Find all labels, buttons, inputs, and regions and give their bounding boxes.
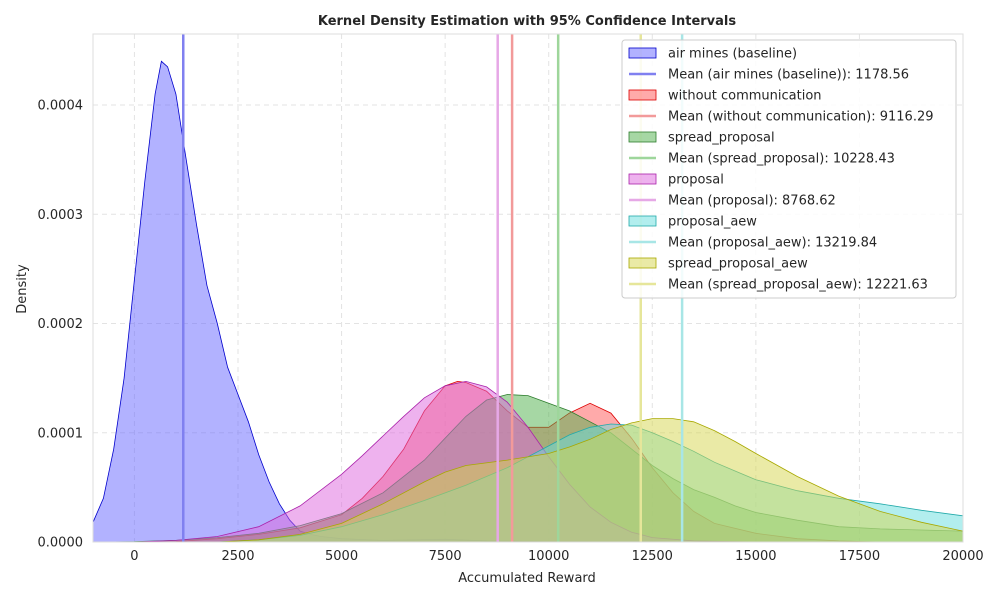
x-tick-label: 2500 xyxy=(221,549,254,564)
legend-patch-1 xyxy=(628,89,657,101)
x-tick-label: 20000 xyxy=(942,549,983,564)
legend-mean-label: Mean (proposal_aew): 13219.84 xyxy=(668,236,877,251)
x-axis-label: Accumulated Reward xyxy=(458,571,596,586)
legend-patch-3 xyxy=(628,173,657,185)
x-tick-label: 5000 xyxy=(325,549,358,564)
legend-mean-label: Mean (air mines (baseline)): 1178.56 xyxy=(668,68,909,83)
x-tick-label: 17500 xyxy=(839,549,880,564)
density-area-0 xyxy=(93,61,963,542)
x-tick-labels: 0 2500 5000 7500 10000 12500 15000 17500 20000 xyxy=(130,549,983,564)
y-tick-label: 0.0002 xyxy=(38,317,84,332)
legend-mean-label: Mean (spread_proposal_aew): 12221.63 xyxy=(668,278,928,293)
density-curve-5 xyxy=(217,418,963,542)
y-tick-label: 0.0004 xyxy=(38,99,84,114)
y-tick-label: 0.0001 xyxy=(38,426,84,441)
legend: air mines (baseline) Mean (air mines (bas… xyxy=(621,39,957,299)
x-tick-label: 12500 xyxy=(632,549,673,564)
x-tick-label: 15000 xyxy=(735,549,776,564)
legend-mean-label: Mean (spread_proposal): 10228.43 xyxy=(668,152,895,167)
y-tick-label: 0.0000 xyxy=(38,536,84,551)
density-area-5 xyxy=(217,418,963,542)
plot-frame xyxy=(92,33,964,543)
y-axis-label: Density xyxy=(15,264,30,314)
y-tick-label: 0.0003 xyxy=(38,208,84,223)
legend-box xyxy=(621,39,957,299)
y-tick-labels: 0.0000 0.0001 0.0002 0.0003 0.0004 xyxy=(38,99,84,551)
legend-patch-2 xyxy=(628,131,657,143)
legend-label: proposal xyxy=(668,173,724,188)
legend-label: without communication xyxy=(668,89,822,104)
chart-title: Kernel Density Estimation with 95% Confi… xyxy=(318,14,737,29)
legend-label: spread_proposal xyxy=(668,131,775,146)
legend-patch-5 xyxy=(628,257,657,269)
legend-label: proposal_aew xyxy=(668,215,757,230)
legend-patch-4 xyxy=(628,215,657,227)
x-tick-label: 7500 xyxy=(429,549,462,564)
density-areas xyxy=(93,60,963,542)
x-tick-label: 0 xyxy=(130,549,138,564)
legend-mean-label: Mean (without communication): 9116.29 xyxy=(668,110,934,125)
x-tick-label: 10000 xyxy=(528,549,569,564)
legend-mean-label: Mean (proposal): 8768.62 xyxy=(668,194,836,209)
legend-label: air mines (baseline) xyxy=(668,47,797,62)
legend-patch-0 xyxy=(628,47,657,59)
legend-label: spread_proposal_aew xyxy=(668,257,808,272)
